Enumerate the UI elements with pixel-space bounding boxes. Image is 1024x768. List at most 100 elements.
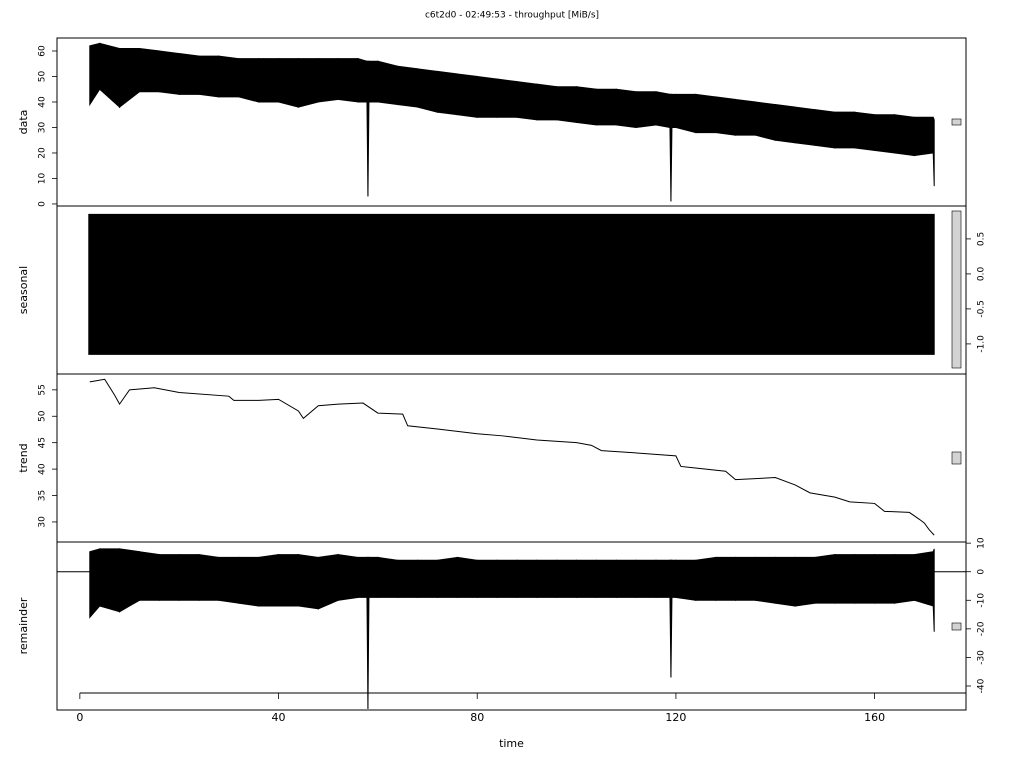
band-segment: [893, 114, 915, 157]
band-segment: [436, 556, 458, 598]
band-segment: [774, 103, 796, 144]
band-segment: [496, 78, 518, 118]
band-segment: [317, 58, 339, 103]
y-tick-label: 30: [38, 121, 48, 133]
band-segment: [675, 93, 697, 134]
band-segment: [595, 88, 617, 126]
y-tick-label: 10: [38, 172, 48, 184]
range-bar: [951, 210, 962, 369]
y-tick-label: 55: [38, 384, 48, 395]
band-segment: [89, 548, 101, 619]
band-segment: [932, 548, 935, 632]
band-segment: [99, 42, 121, 109]
x-tick-label: 80: [470, 711, 484, 724]
band-segment: [635, 91, 657, 129]
range-bar: [951, 118, 962, 126]
band-segment: [368, 60, 379, 103]
x-tick-label: 120: [665, 711, 686, 724]
chart-title: c6t2d0 - 02:49:53 - throughput [MiB/s]: [425, 11, 599, 21]
band-segment: [88, 213, 935, 355]
band-segment: [874, 114, 895, 154]
band-segment: [774, 556, 796, 607]
band-segment: [138, 551, 160, 601]
band-segment: [357, 556, 368, 598]
y-axis-label: remainder: [17, 597, 30, 654]
band-segment: [337, 58, 359, 103]
band-segment: [138, 47, 160, 93]
panel-frame: [56, 373, 967, 543]
y-tick-label: 35: [38, 490, 48, 501]
y-tick-label: 50: [38, 70, 48, 82]
band-segment: [297, 58, 319, 108]
y-tick-label: 40: [38, 463, 48, 475]
band-segment: [695, 93, 717, 134]
band-segment: [615, 559, 637, 598]
band-segment: [854, 554, 876, 604]
band-segment: [417, 68, 438, 113]
band-segment: [556, 86, 578, 123]
y-tick-label: 0.0: [977, 266, 987, 281]
band-segment: [516, 559, 538, 598]
y-tick-label: 50: [38, 410, 48, 422]
y-axis-label: trend: [17, 443, 30, 472]
band-segment: [178, 554, 200, 601]
band-segment: [814, 553, 836, 604]
band-segment: [814, 109, 836, 149]
range-bar: [951, 451, 962, 465]
y-tick-label: 40: [38, 96, 48, 108]
band-segment: [238, 58, 260, 103]
x-tick-label: 0: [76, 711, 83, 724]
band-segment: [536, 83, 558, 121]
y-tick-label: -20: [977, 621, 987, 636]
y-tick-label: 60: [38, 45, 48, 57]
band-segment: [119, 47, 140, 109]
band-segment: [119, 548, 140, 613]
x-tick-label: 160: [864, 711, 885, 724]
band-segment: [671, 93, 677, 128]
band-segment: [297, 553, 319, 610]
band-segment: [735, 98, 756, 136]
band-segment: [377, 556, 399, 598]
trend-line: [89, 378, 935, 536]
band-segment: [794, 106, 816, 146]
band-segment: [576, 86, 597, 126]
band-segment: [278, 58, 299, 108]
band-segment: [158, 554, 180, 601]
band-segment: [456, 73, 478, 118]
band-segment: [595, 559, 617, 598]
band-segment: [671, 559, 677, 598]
band-segment: [158, 50, 180, 95]
band-segment: [456, 556, 478, 598]
band-segment: [913, 551, 934, 607]
band-segment: [715, 556, 737, 601]
band-segment: [695, 556, 717, 601]
band-segment: [258, 553, 280, 607]
band-segment: [754, 556, 776, 604]
band-segment: [834, 111, 856, 149]
band-segment: [754, 101, 776, 141]
y-tick-label: 45: [38, 437, 48, 448]
band-segment: [436, 70, 458, 116]
range-bar: [951, 622, 962, 631]
x-axis-label: time: [499, 737, 524, 750]
band-segment: [794, 556, 816, 607]
band-segment: [258, 58, 280, 103]
band-segment: [357, 57, 368, 103]
band-segment: [536, 559, 558, 598]
band-segment: [913, 116, 934, 157]
y-tick-label: 0: [38, 201, 48, 207]
band-segment: [198, 55, 220, 98]
y-tick-label: 20: [38, 147, 48, 159]
y-tick-label: -1.0: [977, 335, 987, 353]
y-tick-label: -0.5: [977, 300, 987, 318]
band-segment: [178, 52, 200, 95]
y-tick-label: 10: [977, 537, 987, 549]
band-segment: [89, 42, 101, 107]
band-segment: [874, 554, 895, 604]
y-tick-label: -40: [977, 678, 987, 693]
y-tick-label: -30: [977, 650, 987, 665]
band-segment: [675, 559, 697, 601]
band-segment: [218, 556, 240, 604]
band-segment: [198, 553, 220, 601]
